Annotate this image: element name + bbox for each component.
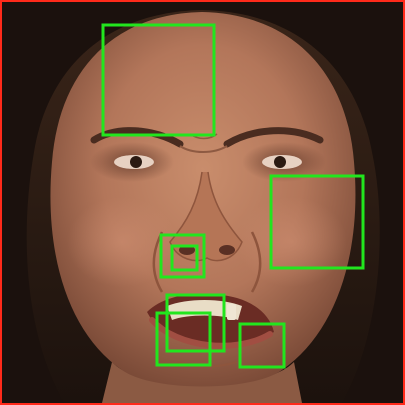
neck-shape <box>102 362 302 403</box>
right-brow <box>223 127 324 148</box>
